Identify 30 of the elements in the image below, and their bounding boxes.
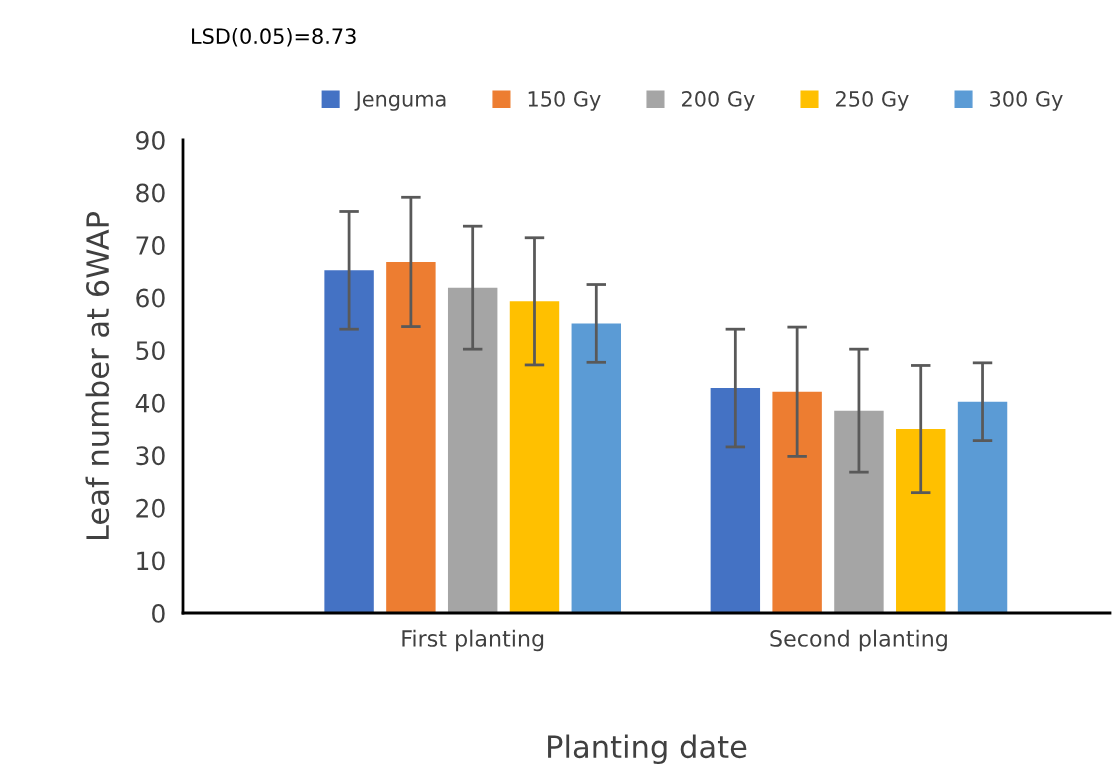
bar xyxy=(957,401,1008,613)
y-tick-label: 60 xyxy=(136,288,165,308)
y-tick-label: 50 xyxy=(136,341,165,361)
legend-label: 300 Gy xyxy=(990,91,1063,111)
legend-label: 150 Gy xyxy=(528,91,601,111)
bar xyxy=(509,301,560,613)
y-tick-label: 70 xyxy=(136,236,165,255)
text: LSD(0.05)=8.73 xyxy=(192,27,356,47)
y-tick-label: 10 xyxy=(137,551,165,571)
legend-label: Jenguma xyxy=(354,91,446,111)
bar xyxy=(710,388,761,613)
bar xyxy=(447,287,498,613)
bar xyxy=(324,270,374,613)
y-axis-title: Leaf number at 6WAP xyxy=(85,211,110,540)
bar xyxy=(834,410,884,613)
legend-label: 250 Gy xyxy=(836,91,909,111)
x-tick-label: Second planting xyxy=(770,629,947,652)
x-tick-label: First planting xyxy=(402,629,544,652)
y-tick-label: 80 xyxy=(136,183,165,203)
y-tick-label: 30 xyxy=(136,446,165,466)
y-tick-label: 0 xyxy=(152,603,165,623)
bar xyxy=(386,261,436,613)
bar xyxy=(772,391,822,613)
y-tick-label: 40 xyxy=(135,393,165,413)
bar xyxy=(896,429,946,613)
y-tick-label: 90 xyxy=(136,130,165,150)
legend-label: 200 Gy xyxy=(682,91,755,111)
x-axis-title: Planting date xyxy=(548,734,747,765)
y-tick-label: 20 xyxy=(136,498,165,518)
bar xyxy=(571,323,622,613)
